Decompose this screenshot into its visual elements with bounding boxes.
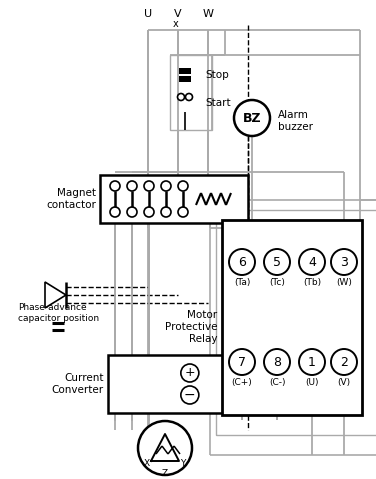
Text: Stop: Stop [205,70,229,80]
Text: (W): (W) [336,278,352,287]
Circle shape [110,207,120,217]
Bar [108,355,240,413]
Text: 3: 3 [340,255,348,269]
Circle shape [161,181,171,191]
Text: Motor
Protective
Relay: Motor Protective Relay [165,310,217,343]
Circle shape [177,93,185,101]
Circle shape [138,421,192,475]
Text: W: W [203,9,214,19]
Text: X: X [144,459,150,468]
Bar [216,210,376,435]
Circle shape [181,386,199,404]
Text: 4: 4 [308,255,316,269]
Circle shape [229,349,255,375]
Text: V: V [174,9,182,19]
Text: BZ: BZ [243,112,261,125]
Circle shape [144,181,154,191]
Text: (C+): (C+) [232,378,252,388]
Circle shape [161,207,171,217]
Circle shape [234,100,270,136]
Text: (U): (U) [305,378,319,388]
Circle shape [144,207,154,217]
Circle shape [110,181,120,191]
Bar [222,220,362,415]
Text: Y: Y [180,459,186,468]
Bar [179,76,191,82]
Text: +: + [185,366,195,379]
Circle shape [127,181,137,191]
Text: 6: 6 [238,255,246,269]
Circle shape [127,207,137,217]
Circle shape [264,349,290,375]
Circle shape [185,93,193,101]
Bar [179,68,191,74]
Text: (Ta): (Ta) [234,278,250,287]
Text: 2: 2 [340,355,348,368]
Text: Alarm
buzzer: Alarm buzzer [278,110,313,132]
Circle shape [331,249,357,275]
Circle shape [331,349,357,375]
Text: Current
Converter: Current Converter [52,373,104,395]
Circle shape [181,364,199,382]
Bar [100,175,248,223]
Text: 8: 8 [273,355,281,368]
Text: Phase-advance
capacitor position: Phase-advance capacitor position [18,303,99,323]
Text: 5: 5 [273,255,281,269]
Circle shape [299,249,325,275]
Text: (Tc): (Tc) [269,278,285,287]
Text: −: − [184,388,196,402]
Circle shape [229,249,255,275]
Text: (V): (V) [337,378,350,388]
Text: Magnet
contactor: Magnet contactor [46,188,96,210]
Bar [170,55,212,130]
Bar [210,200,376,455]
Text: Z: Z [162,469,168,479]
Circle shape [264,249,290,275]
Text: U: U [144,9,152,19]
Circle shape [178,181,188,191]
Text: 7: 7 [238,355,246,368]
Text: 1: 1 [308,355,316,368]
Text: (C-): (C-) [269,378,285,388]
Text: x: x [173,19,179,29]
Circle shape [299,349,325,375]
Text: (Tb): (Tb) [303,278,321,287]
Circle shape [178,207,188,217]
Text: Start: Start [205,98,230,108]
